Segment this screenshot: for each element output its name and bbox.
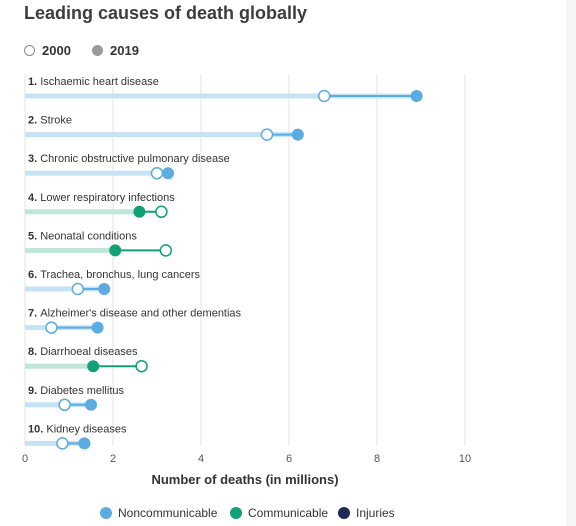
marker-2019 [109,244,122,257]
baseline-bar [25,247,116,253]
x-tick-label: 8 [374,453,380,465]
legend-2000-label: 2000 [42,43,71,58]
x-tick-label: 6 [286,453,292,465]
baseline-bar [25,132,298,138]
noncommunicable-swatch [100,507,112,519]
row-label: 2. Stroke [28,115,72,127]
row-label: 5. Neonatal conditions [28,230,137,242]
marker-2019 [91,321,104,334]
row-label: 7. Alzheimer's disease and other dementi… [28,308,242,320]
baseline-bar [25,170,168,176]
x-tick-label: 10 [459,453,471,465]
open-circle-icon [24,45,35,56]
marker-2019 [410,90,423,102]
marker-2000 [260,128,274,141]
row-label: 10. Kidney diseases [28,423,127,435]
marker-2000 [45,321,58,334]
baseline-bar [25,440,85,446]
marker-2000 [159,244,173,257]
row-label: 3. Chronic obstructive pulmonary disease [28,153,230,165]
marker-2000 [71,282,85,296]
x-tick-label: 2 [110,453,116,465]
legend-injuries[interactable]: Injuries [338,506,395,520]
baseline-bar [25,286,105,292]
baseline-bar [25,363,94,369]
row-label: 6. Trachea, bronchus, lung cancers [28,269,201,281]
injuries-swatch [338,507,350,519]
marker-2000 [317,89,331,103]
communicable-swatch [230,507,242,519]
marker-2000 [56,437,69,450]
row-label: 9. Diabetes mellitus [28,385,124,397]
legend-noncommunicable-label: Noncommunicable [118,506,218,520]
marker-2019 [162,167,174,180]
right-edge-strip [566,0,576,526]
marker-2019 [85,398,97,411]
x-tick-label: 0 [22,453,28,465]
baseline-bar [25,209,140,215]
legend-communicable-label: Communicable [248,506,329,520]
marker-2019 [87,360,100,373]
marker-2000 [135,359,148,373]
legend-noncommunicable[interactable]: Noncommunicable [100,506,217,520]
chart-title: Leading causes of death globally [24,3,308,23]
legend-injuries-label: Injuries [356,506,395,520]
marker-2019 [78,437,91,450]
baseline-bar [25,93,417,99]
legend-2000[interactable]: 2000 [24,43,71,58]
x-tick-label: 4 [198,453,204,465]
x-axis-title: Number of deaths (in millions) [151,472,338,487]
row-label: 4. Lower respiratory infections [28,192,175,204]
legend-2019-label: 2019 [110,43,139,58]
row-label: 1. Ischaemic heart disease [28,76,159,88]
marker-2019 [133,205,146,218]
legend-2019[interactable]: 2019 [92,43,139,58]
baseline-bar [25,402,91,408]
filled-circle-icon [92,45,103,56]
row-label: 8. Diarrhoeal diseases [28,346,138,358]
marker-2000 [150,166,164,180]
marker-2019 [98,283,111,295]
legend-communicable[interactable]: Communicable [230,506,328,520]
marker-2000 [155,205,168,219]
marker-2000 [58,398,71,412]
marker-2019 [291,128,304,141]
